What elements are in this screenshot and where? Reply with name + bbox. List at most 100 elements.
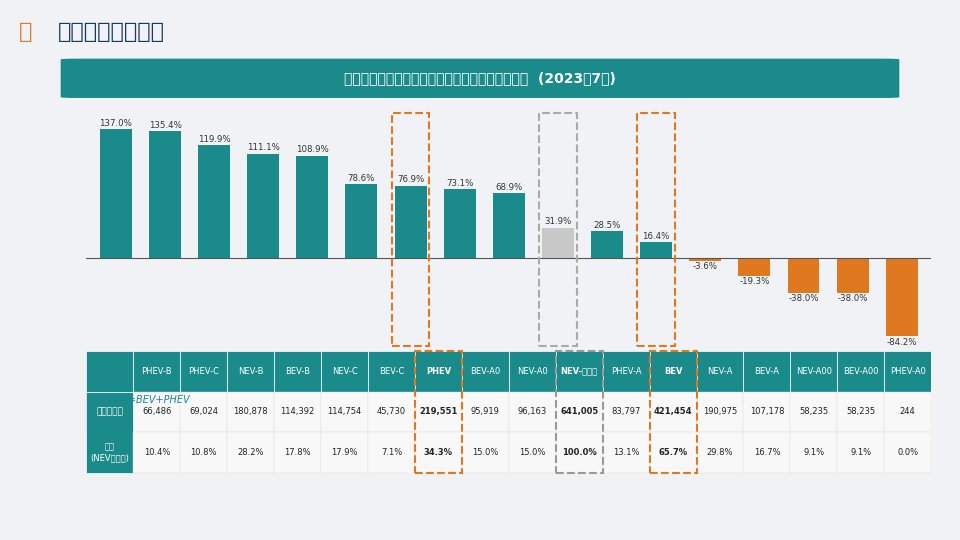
Bar: [346, 184, 377, 258]
Bar: [509, 351, 556, 392]
Text: 28.2%: 28.2%: [237, 448, 264, 457]
Text: 7.1%: 7.1%: [381, 448, 402, 457]
Text: BEV-B: BEV-B: [285, 367, 310, 376]
Bar: [790, 392, 837, 432]
Bar: [650, 432, 697, 472]
Bar: [886, 258, 918, 336]
Text: 180,878: 180,878: [233, 407, 268, 416]
Text: 66,486: 66,486: [142, 407, 172, 416]
Text: 份额
(NEV总市场): 份额 (NEV总市场): [90, 442, 130, 462]
Bar: [556, 432, 603, 472]
Bar: [86, 392, 133, 472]
Bar: [790, 351, 837, 392]
Bar: [787, 258, 820, 293]
Bar: [321, 392, 368, 432]
Text: 73.1%: 73.1%: [446, 179, 473, 188]
Text: 45,730: 45,730: [377, 407, 406, 416]
Bar: [198, 145, 230, 258]
Bar: [509, 392, 556, 432]
Bar: [790, 432, 837, 472]
Bar: [743, 392, 790, 432]
Bar: [884, 432, 931, 472]
Bar: [542, 228, 574, 258]
Text: 新能源市场各级别不同技术类型增速、销量和份额  (2023年7月): 新能源市场各级别不同技术类型增速、销量和份额 (2023年7月): [344, 71, 616, 85]
Bar: [133, 432, 180, 472]
Text: 69,024: 69,024: [189, 407, 218, 416]
Text: 15.0%: 15.0%: [472, 448, 498, 457]
Text: BEV-C: BEV-C: [379, 367, 404, 376]
Bar: [743, 351, 790, 392]
Text: -3.6%: -3.6%: [693, 262, 718, 271]
Text: -84.2%: -84.2%: [886, 338, 917, 347]
Bar: [603, 351, 650, 392]
Bar: [248, 154, 279, 258]
Bar: [462, 392, 509, 432]
Text: NEV-A: NEV-A: [708, 367, 732, 376]
Bar: [133, 351, 180, 392]
Text: PHEV-B: PHEV-B: [141, 367, 172, 376]
Bar: [444, 189, 475, 258]
Bar: [133, 392, 180, 432]
Text: PHEV-A: PHEV-A: [611, 367, 641, 376]
Text: 13.1%: 13.1%: [612, 448, 639, 457]
Text: 17.9%: 17.9%: [331, 448, 358, 457]
Bar: [697, 432, 743, 472]
Bar: [697, 392, 743, 432]
Text: 108.9%: 108.9%: [296, 145, 328, 154]
Text: 83,797: 83,797: [612, 407, 641, 416]
Text: 10.4%: 10.4%: [144, 448, 170, 457]
Text: 78.6%: 78.6%: [348, 174, 375, 183]
Text: 68.9%: 68.9%: [495, 183, 522, 192]
Bar: [180, 351, 228, 392]
Text: 111.1%: 111.1%: [247, 143, 279, 152]
Text: 137.0%: 137.0%: [100, 119, 132, 128]
Text: 219,551: 219,551: [420, 407, 458, 416]
Text: 58,235: 58,235: [846, 407, 876, 416]
Text: 65.7%: 65.7%: [659, 448, 687, 457]
Text: 销量（辆）: 销量（辆）: [96, 407, 123, 416]
Bar: [743, 432, 790, 472]
Text: NEV-A0: NEV-A0: [516, 367, 547, 376]
Text: PHEV: PHEV: [426, 367, 451, 376]
Bar: [884, 351, 931, 392]
Bar: [650, 392, 697, 432]
Text: 0.0%: 0.0%: [898, 448, 919, 457]
Text: 》: 》: [19, 22, 40, 43]
Text: 244: 244: [900, 407, 916, 416]
Bar: [395, 186, 426, 258]
Text: 9.1%: 9.1%: [851, 448, 872, 457]
Text: 17.8%: 17.8%: [284, 448, 311, 457]
Text: BEV-A0: BEV-A0: [470, 367, 500, 376]
Bar: [228, 392, 275, 432]
Bar: [275, 432, 321, 472]
Bar: [556, 392, 603, 432]
Text: 107,178: 107,178: [750, 407, 784, 416]
Text: PHEV-C: PHEV-C: [188, 367, 219, 376]
Bar: [603, 432, 650, 472]
Text: BEV: BEV: [663, 367, 683, 376]
Bar: [228, 432, 275, 472]
Bar: [100, 130, 132, 258]
Bar: [837, 432, 884, 472]
Bar: [509, 432, 556, 472]
Text: 15.0%: 15.0%: [519, 448, 545, 457]
Text: 421,454: 421,454: [654, 407, 692, 416]
Text: PHEV-A0: PHEV-A0: [890, 367, 925, 376]
Bar: [415, 351, 462, 392]
Bar: [650, 351, 697, 392]
Text: 28.5%: 28.5%: [593, 220, 621, 230]
Bar: [180, 432, 228, 472]
Text: 100.0%: 100.0%: [562, 448, 596, 457]
FancyBboxPatch shape: [60, 59, 900, 98]
Text: 190,975: 190,975: [703, 407, 737, 416]
Bar: [837, 258, 869, 293]
Text: 9.1%: 9.1%: [804, 448, 825, 457]
Bar: [884, 392, 931, 432]
Text: BEV-A: BEV-A: [755, 367, 780, 376]
Bar: [321, 351, 368, 392]
Text: *NEV=BEV+PHEV: *NEV=BEV+PHEV: [104, 395, 190, 404]
Text: 58,235: 58,235: [800, 407, 828, 416]
Bar: [492, 193, 525, 258]
Text: 76.9%: 76.9%: [396, 176, 424, 184]
Bar: [462, 351, 509, 392]
